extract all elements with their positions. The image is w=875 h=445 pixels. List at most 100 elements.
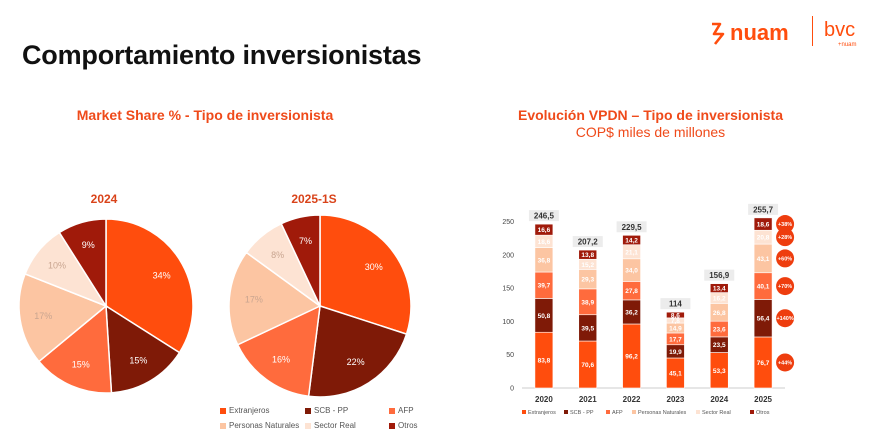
legend-item-sector-real: Sector Real: [305, 421, 356, 430]
legend-item-afp: AFP: [389, 406, 414, 415]
pie-slice-otros: [280, 214, 321, 307]
bar-segment-otros: [622, 234, 641, 246]
market-share-title: Market Share % - Tipo de inversionista: [76, 107, 334, 123]
growth-label: +60%: [778, 256, 792, 262]
pie-slice-afp: [37, 304, 113, 394]
bar-value-label: 56,4: [757, 316, 770, 323]
bar-value-label: 13,4: [713, 286, 726, 293]
pie-slice-personas-naturales: [228, 251, 322, 346]
bar-total-label: 207,2: [578, 238, 599, 247]
page-title: Comportamiento inversionistas: [22, 40, 422, 70]
bar-value-label: 16,2: [713, 295, 726, 302]
bar-value-label: 70,6: [581, 362, 594, 369]
bar-legend-label: Personas Naturales: [638, 410, 687, 416]
pie-slice-personas-naturales: [18, 272, 108, 363]
bar-value-label: 53,3: [713, 368, 726, 375]
legend-swatch: [220, 407, 226, 414]
bar-value-label: 39,5: [581, 325, 594, 332]
legend-label: AFP: [398, 406, 414, 415]
vpdn-subtitle: COP$ miles de millones: [575, 124, 726, 140]
legend-label: Personas Naturales: [229, 421, 300, 430]
x-category-label: 2021: [579, 395, 597, 404]
x-category-label: 2024: [710, 395, 728, 404]
growth-bubble: [776, 353, 795, 372]
x-category-label: 2025: [754, 395, 772, 404]
legend-label: SCB - PP: [314, 406, 349, 415]
bar-value-label: 23,6: [713, 327, 726, 334]
bar-value-label: 36,2: [625, 309, 638, 316]
bar-segment-otros: [578, 249, 598, 260]
legend-swatch: [305, 422, 311, 429]
pie-slice-afp: [236, 304, 321, 398]
pie-slice-otros: [58, 218, 107, 309]
bar-legend-swatch: [564, 410, 568, 414]
pie-value-label: 30%: [365, 262, 383, 272]
bar-legend-label: Otros: [756, 410, 770, 416]
y-tick-label: 50: [506, 352, 514, 359]
legend-item-personas: Personas Naturales: [220, 421, 299, 430]
bar-value-label: 14,9: [669, 326, 682, 333]
pie-value-label: 7%: [299, 236, 312, 246]
bar-value-label: 23,5: [713, 342, 726, 349]
legend-item-extranjeros: Extranjeros: [220, 406, 269, 415]
bar-legend-label: SCB - PP: [570, 410, 594, 416]
bar-total-box: [572, 236, 603, 248]
y-tick-label: 0: [510, 386, 514, 393]
legend-item-otros: Otros: [389, 421, 418, 430]
x-category-label: 2020: [535, 395, 553, 404]
bar-segment-otros: [709, 283, 729, 293]
bar-total-label: 229,5: [622, 223, 643, 232]
pie-charts: 34% 15% 15% 17% 10% 9% 30% 22% 16% 17% 8% 7%: [18, 214, 412, 398]
bar-total-label: 156,9: [709, 271, 730, 280]
pie-value-label: 34%: [153, 270, 171, 280]
legend-swatch: [389, 422, 395, 429]
bar-total-label: 255,7: [753, 205, 774, 214]
pie-2025-title: 2025-1S: [291, 192, 337, 206]
nuam-logo: nuam: [712, 20, 789, 45]
growth-bubble: [776, 277, 795, 296]
bar-value-label: 21,1: [625, 249, 638, 256]
bar-value-label: 39,7: [538, 283, 551, 290]
bar-total-label: 246,5: [534, 212, 555, 221]
growth-label: +28%: [778, 235, 792, 241]
bar-value-label: 76,7: [757, 360, 770, 367]
bar-value-label: 29,3: [581, 277, 594, 284]
bar-segment-otros: [534, 223, 554, 236]
pie-value-label: 10%: [48, 261, 66, 271]
bar-value-label: 20,8: [757, 235, 770, 242]
bar-value-label: 7,8: [671, 318, 680, 325]
bar-legend-swatch: [750, 410, 754, 414]
growth-label: +140%: [776, 316, 793, 322]
bar-legend-swatch: [606, 410, 610, 414]
bar-total-box: [660, 298, 691, 310]
bar-value-label: 15,2: [581, 262, 594, 269]
legend-swatch: [305, 407, 311, 414]
growth-bubble: [776, 309, 795, 328]
growth-label: +70%: [778, 284, 792, 290]
bar-value-label: 43,1: [757, 256, 770, 263]
legend-label: Extranjeros: [229, 406, 270, 415]
legend-label: Sector Real: [314, 421, 356, 430]
bar-value-label: 18,6: [538, 239, 551, 246]
y-tick-label: 150: [502, 286, 514, 293]
vpdn-stacked-bar-chart: 0 50 100 150 200 250 83,8 50,8 39,7 36,8 18,6 16,6 2…: [502, 203, 795, 416]
bar-segment-otros: [666, 311, 685, 319]
bar-legend-swatch: [696, 410, 700, 414]
bar-value-label: 50,8: [538, 313, 551, 320]
bar-value-label: 45,1: [669, 370, 682, 377]
growth-bubble: [776, 249, 795, 268]
bar-total-box: [704, 269, 735, 281]
bar-total-label: 114: [669, 300, 682, 309]
vpdn-title: Evolución VPDN – Tipo de inversionista: [517, 107, 784, 123]
pie-2024-title: 2024: [90, 192, 118, 206]
legend-item-scb: SCB - PP: [305, 406, 348, 415]
bar-value-label: 19,9: [669, 349, 682, 356]
pie-slice-scb-pp: [105, 304, 181, 394]
legend-swatch: [389, 407, 395, 414]
bar-total-box: [616, 221, 647, 233]
y-tick-label: 200: [502, 252, 514, 259]
x-category-label: 2023: [667, 395, 685, 404]
bar-value-label: 8,6: [671, 313, 680, 320]
bar-value-label: 18,6: [757, 222, 770, 229]
